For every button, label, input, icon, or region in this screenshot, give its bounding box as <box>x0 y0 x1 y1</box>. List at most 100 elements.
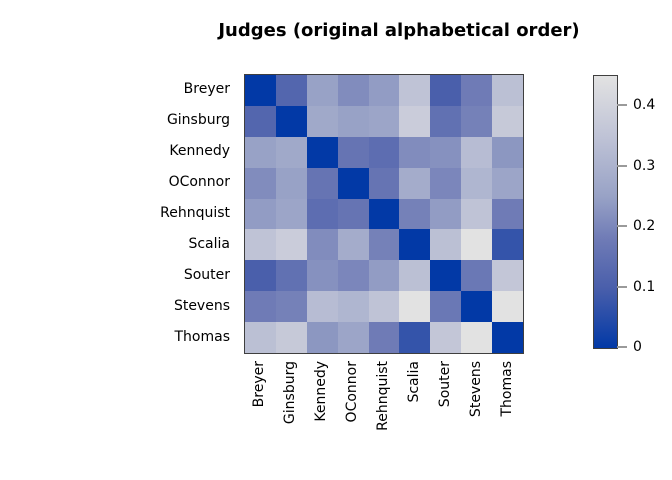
legend-tick <box>617 104 627 107</box>
heatmap-cell <box>430 136 462 168</box>
y-axis-label: Breyer <box>183 81 230 98</box>
chart-title: Judges (original alphabetical order) <box>218 20 580 41</box>
heatmap-cell <box>368 322 400 353</box>
heatmap-cell <box>430 322 462 353</box>
heatmap-cell <box>492 198 523 230</box>
heatmap-cell <box>368 229 400 261</box>
heatmap-cell <box>368 260 400 292</box>
y-axis-label: Ginsburg <box>166 112 230 129</box>
heatmap-cell <box>337 167 369 199</box>
heatmap-cell <box>337 75 369 106</box>
heatmap-cell <box>337 198 369 230</box>
heatmap-cell <box>430 291 462 323</box>
heatmap-cell <box>368 167 400 199</box>
heatmap-cell <box>399 291 431 323</box>
x-axis-label: Rehnquist <box>375 361 391 431</box>
y-axis-label: Stevens <box>173 297 230 314</box>
heatmap-cell <box>306 167 338 199</box>
heatmap-cell <box>275 136 307 168</box>
heatmap-cell <box>306 260 338 292</box>
x-axis-label: Kennedy <box>313 361 330 422</box>
heatmap-cell <box>337 229 369 261</box>
heatmap-cell <box>306 136 338 168</box>
heatmap-cell <box>275 75 307 106</box>
heatmap-cell <box>245 291 276 323</box>
heatmap-cell <box>492 105 523 137</box>
heatmap-cell <box>275 198 307 230</box>
heatmap-cell <box>430 167 462 199</box>
heatmap-cell <box>245 322 276 353</box>
y-axis-label: Thomas <box>174 328 230 345</box>
heatmap-cell <box>399 198 431 230</box>
heatmap-cell <box>461 260 493 292</box>
heatmap-cell <box>492 229 523 261</box>
x-axis-label: Scalia <box>405 361 422 403</box>
heatmap-cell <box>306 229 338 261</box>
heatmap-cell <box>275 291 307 323</box>
x-axis-label: Ginsburg <box>282 361 299 425</box>
heatmap-cell <box>399 260 431 292</box>
heatmap-cell <box>492 291 523 323</box>
heatmap-cell <box>275 322 307 353</box>
heatmap-cell <box>245 229 276 261</box>
heatmap-cell <box>430 229 462 261</box>
heatmap-cell <box>337 136 369 168</box>
y-axis-label: OConnor <box>168 174 230 191</box>
legend-colorbar <box>593 75 618 349</box>
heatmap-cell <box>399 167 431 199</box>
heatmap-cell <box>461 105 493 137</box>
x-axis-label: OConnor <box>344 361 361 423</box>
heatmap-cell <box>461 322 493 353</box>
heatmap-cell <box>275 167 307 199</box>
heatmap-cell <box>245 167 276 199</box>
heatmap-cell <box>461 291 493 323</box>
y-axis-label: Kennedy <box>169 143 230 160</box>
heatmap-cell <box>368 291 400 323</box>
heatmap-cell <box>492 322 523 353</box>
heatmap-cell <box>461 167 493 199</box>
legend-tick-label: 0.3 <box>633 157 656 174</box>
heatmap-cell <box>492 260 523 292</box>
heatmap-cell <box>492 136 523 168</box>
heatmap-cell <box>245 136 276 168</box>
heatmap-cell <box>461 75 493 106</box>
heatmap-cell <box>399 105 431 137</box>
heatmap-cell <box>430 105 462 137</box>
heatmap-cell <box>399 136 431 168</box>
heatmap-cell <box>399 322 431 353</box>
heatmap-cell <box>492 75 523 106</box>
legend-tick-label: 0.1 <box>633 278 656 295</box>
x-axis-label: Souter <box>436 361 453 408</box>
heatmap-cell <box>275 260 307 292</box>
heatmap-cell <box>275 229 307 261</box>
heatmap-cell <box>245 105 276 137</box>
heatmap-cell <box>306 291 338 323</box>
heatmap-cell <box>306 322 338 353</box>
heatmap-cell <box>492 167 523 199</box>
heatmap-cell <box>461 198 493 230</box>
heatmap-cell <box>461 229 493 261</box>
y-axis-label: Rehnquist <box>160 205 230 221</box>
heatmap-cell <box>245 75 276 106</box>
heatmap-cell <box>430 75 462 106</box>
heatmap-cell <box>306 105 338 137</box>
x-axis-label: Stevens <box>467 361 484 418</box>
legend-tick-label: 0 <box>633 339 642 355</box>
legend-tick-label: 0.2 <box>633 218 656 235</box>
heatmap-cell <box>306 75 338 106</box>
y-axis-label: Souter <box>183 266 230 283</box>
legend-tick <box>617 285 627 288</box>
legend-tick-label: 0.4 <box>633 97 656 114</box>
heatmap-cell <box>275 105 307 137</box>
heatmap-cell <box>337 322 369 353</box>
heatmap-cell <box>245 198 276 230</box>
heatmap-cell <box>245 260 276 292</box>
heatmap-cell <box>430 198 462 230</box>
x-axis-label: Thomas <box>498 361 515 417</box>
heatmap-cell <box>337 260 369 292</box>
legend-tick <box>617 225 627 228</box>
y-axis-label: Scalia <box>188 235 230 252</box>
heatmap-cell <box>368 75 400 106</box>
heatmap-cell <box>368 105 400 137</box>
